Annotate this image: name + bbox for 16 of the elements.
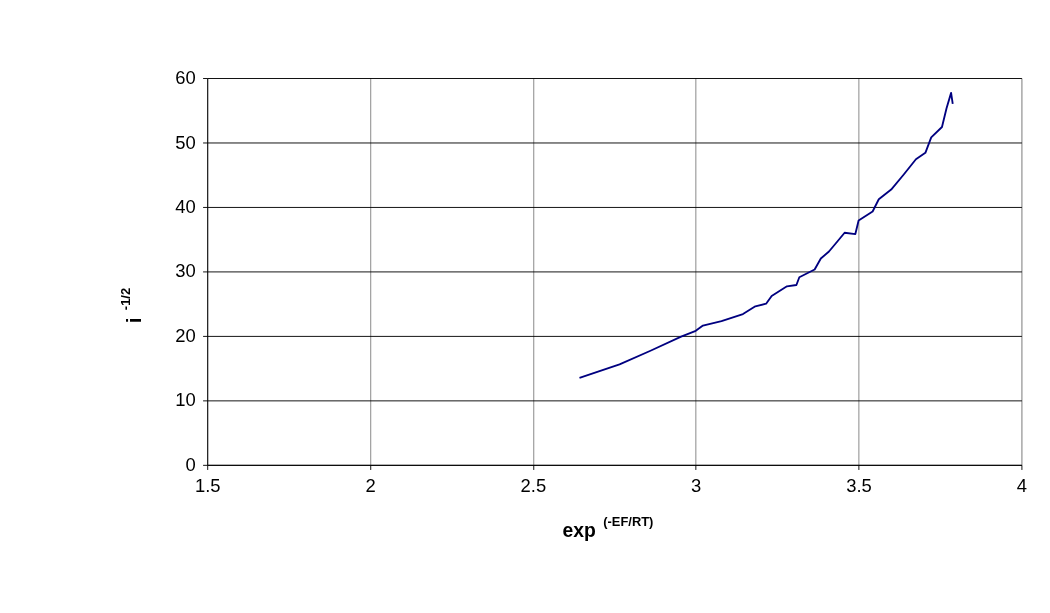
y-tick-label: 20 xyxy=(175,324,196,346)
y-axis-title: i-1/2 xyxy=(117,287,145,323)
y-tick-label: 30 xyxy=(175,260,196,282)
x-tick-label: 4 xyxy=(1016,475,1028,497)
y-tick-label: 60 xyxy=(175,67,196,89)
x-tick-label: 2 xyxy=(365,475,376,497)
y-tick-label: 0 xyxy=(185,453,196,475)
x-tick-label: 1.5 xyxy=(194,475,221,497)
line-series xyxy=(578,91,954,379)
y-tick-label: 10 xyxy=(175,389,196,411)
x-tick-label: 3.5 xyxy=(846,475,872,497)
x-tick-label: 2.5 xyxy=(520,475,547,497)
x-axis-title: exp(-EF/RT) xyxy=(562,513,654,541)
y-tick-label: 40 xyxy=(175,195,196,217)
y-tick-label: 50 xyxy=(175,131,196,153)
x-tick-label: 3 xyxy=(691,475,702,497)
